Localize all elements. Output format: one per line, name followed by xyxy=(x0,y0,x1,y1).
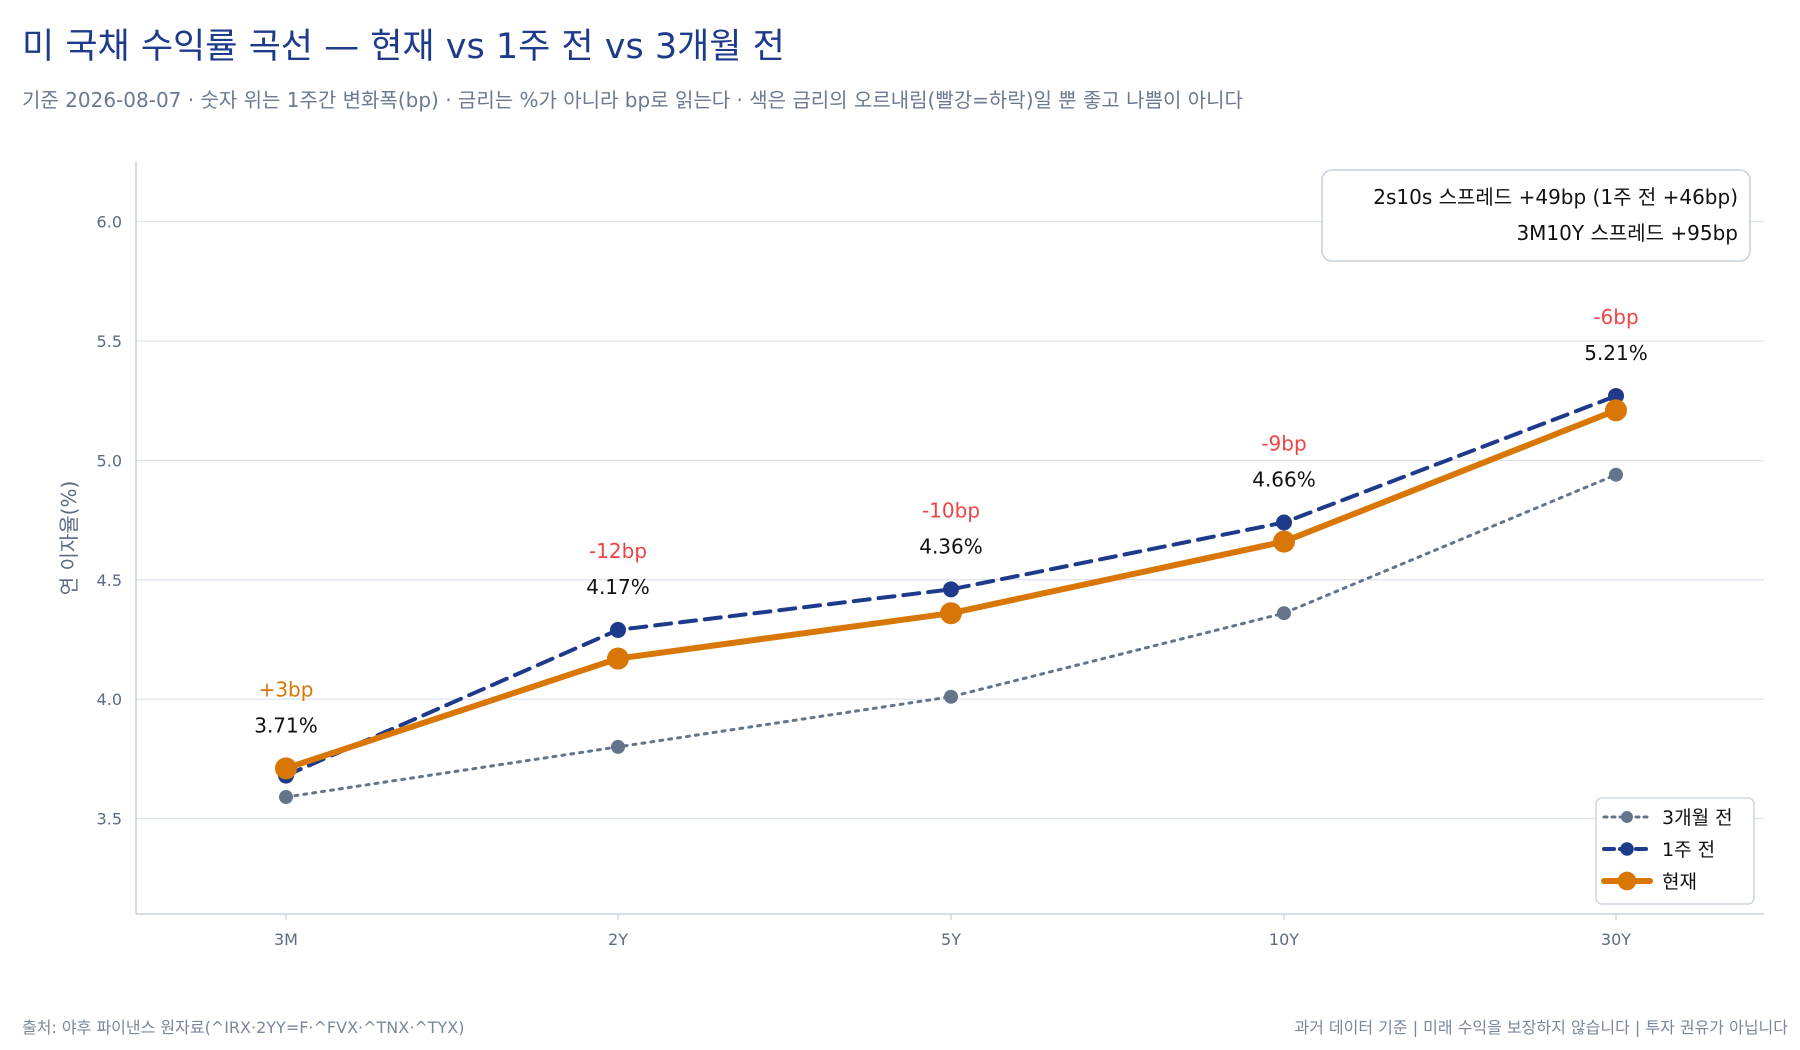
legend: 3개월 전 1주 전현재 xyxy=(1595,797,1755,905)
data-point-three-months-ago xyxy=(1609,467,1623,482)
data-point-current xyxy=(275,757,297,780)
value-label: 4.17% xyxy=(586,575,650,599)
data-point-week-ago xyxy=(1276,514,1292,531)
y-axis-label: 연 이자율(%) xyxy=(57,481,81,596)
data-point-week-ago xyxy=(610,621,626,638)
data-point-current xyxy=(940,602,962,625)
value-label: 3.71% xyxy=(254,713,318,737)
change-label: -9bp xyxy=(1261,431,1306,455)
spread-line-3m10y: 3M10Y 스프레드 +95bp xyxy=(1516,221,1738,245)
data-point-three-months-ago xyxy=(1277,606,1291,621)
chart-subtitle: 기준 2026-08-07 · 숫자 위는 1주간 변화폭(bp) · 금리는 … xyxy=(22,88,1243,112)
series-line-week-ago xyxy=(284,393,1618,778)
value-label: 4.36% xyxy=(919,534,983,558)
source-note: 출처: 야후 파이낸스 원자료(^IRX·2YY=F·^FVX·^TNX·^TY… xyxy=(22,1018,465,1037)
series-layer xyxy=(275,387,1627,805)
data-point-current xyxy=(1273,530,1295,553)
data-point-current xyxy=(1605,399,1627,422)
y-tick-label: 6.0 xyxy=(97,213,122,232)
data-point-three-months-ago xyxy=(279,790,293,805)
x-tick-label: 2Y xyxy=(608,930,628,949)
value-label: 4.66% xyxy=(1252,467,1316,491)
legend-marker-current xyxy=(1617,871,1637,891)
x-tick-label: 10Y xyxy=(1269,930,1299,949)
chart-title: 미 국채 수익률 곡선 — 현재 vs 1주 전 vs 3개월 전 xyxy=(22,27,785,67)
value-label: 5.21% xyxy=(1584,341,1648,365)
x-tick-label: 3M xyxy=(274,930,298,949)
x-tick-label: 30Y xyxy=(1601,930,1631,949)
x-tick-label: 5Y xyxy=(941,930,961,949)
spread-box-frame xyxy=(1321,169,1751,262)
disclaimer-note: 과거 데이터 기준 | 미래 수익을 보장하지 않습니다 | 투자 권유가 아닙… xyxy=(1294,1018,1788,1037)
data-point-current xyxy=(607,647,629,670)
y-tick-label: 4.5 xyxy=(97,571,122,590)
change-label: -10bp xyxy=(922,498,980,522)
change-label: -6bp xyxy=(1593,305,1638,329)
y-tick-label: 4.0 xyxy=(97,690,122,709)
legend-label-three-months-ago: 3개월 전 xyxy=(1662,807,1733,829)
data-point-three-months-ago xyxy=(611,739,625,754)
series-line-three-months-ago xyxy=(284,473,1618,799)
spread-line-2s10s: 2s10s 스프레드 +49bp (1주 전 +46bp) xyxy=(1373,185,1738,209)
y-tick-label: 3.5 xyxy=(97,810,122,829)
axes: 3.5 4.0 4.5 5.0 5.5 6.0 3M 2Y 5Y 10Y 30Y 연 이자율(%) xyxy=(57,162,1764,949)
y-tick-label: 5.5 xyxy=(97,332,122,351)
labels-layer: 3.71% +3bp 4.17% -12bp 4.36% -10bp 4.66% -9bp 5.… xyxy=(254,305,1648,737)
legend-label-current: 현재 xyxy=(1662,871,1697,893)
data-point-week-ago xyxy=(1608,387,1624,404)
data-point-week-ago xyxy=(943,581,959,598)
legend-label-week-ago: 1주 전 xyxy=(1662,839,1715,861)
change-label: -12bp xyxy=(589,539,647,563)
spread-box: 2s10s 스프레드 +49bp (1주 전 +46bp) 3M10Y 스프레드 … xyxy=(1321,169,1751,262)
data-point-three-months-ago xyxy=(944,689,958,704)
y-tick-label: 5.0 xyxy=(97,451,122,470)
legend-marker-three-months-ago xyxy=(1621,811,1633,823)
legend-marker-week-ago xyxy=(1620,842,1634,856)
change-label: +3bp xyxy=(259,677,314,701)
